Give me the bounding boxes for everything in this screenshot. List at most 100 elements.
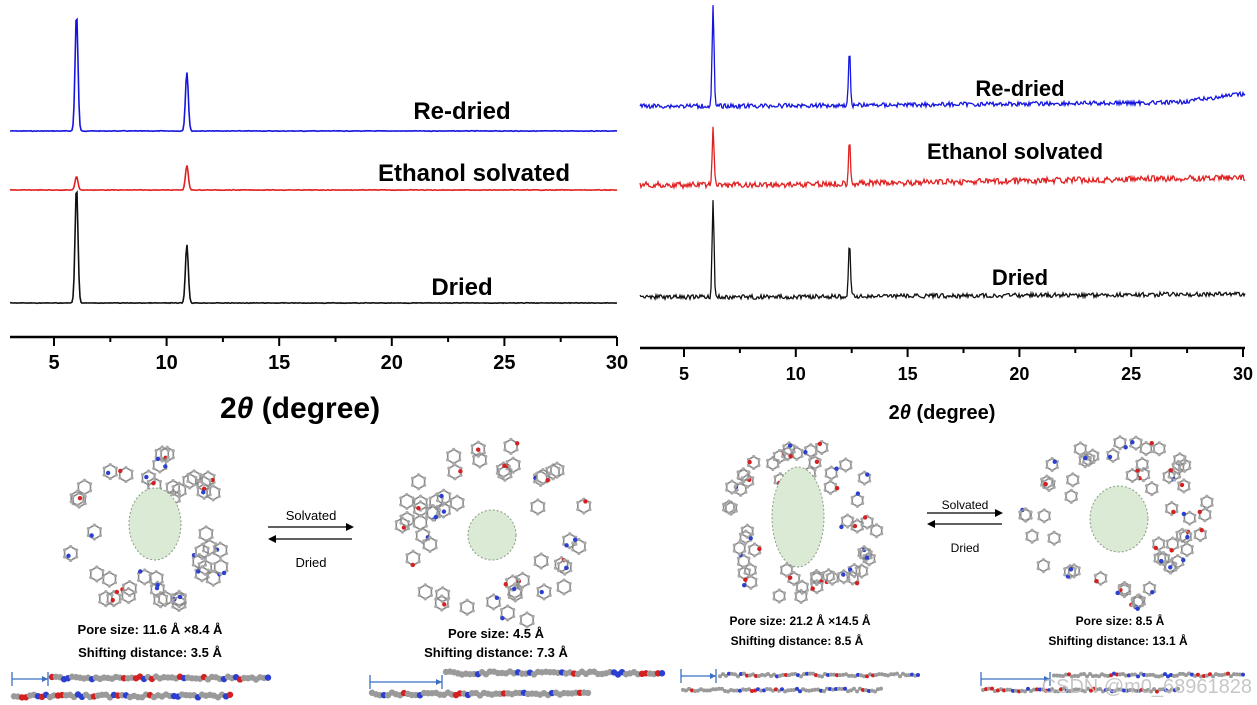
layer-atom [748,673,752,678]
carbon-atom [476,440,480,444]
layer-atom [820,674,824,679]
carbon-atom [1177,460,1181,464]
carbon-atom [1177,481,1181,485]
layer-atom [916,672,920,677]
carbon-atom [81,493,85,497]
carbon-atom [1141,479,1146,483]
oxygen-atom [810,586,815,591]
carbon-atom [1162,545,1166,549]
carbon-atom [1183,455,1187,459]
carbon-atom [1208,516,1212,520]
carbon-atom [746,463,751,468]
carbon-atom [113,581,118,585]
carbon-atom [799,600,803,604]
oxygen-atom [1135,468,1140,473]
layer-atom [690,688,694,693]
layer-atom [1190,672,1194,677]
carbon-atom [747,574,752,578]
layer-atom [1077,687,1081,692]
layer-atom [1017,689,1021,694]
carbon-atom [869,556,873,560]
carbon-atom [417,586,421,590]
nitrogen-atom [1130,440,1135,445]
carbon-atom [422,546,426,550]
layer-atom [1008,687,1012,692]
layer-atom [781,672,785,677]
layer-atom [1152,687,1156,692]
carbon-atom [459,466,463,470]
benzene-ring [1038,508,1051,523]
layer-atom [789,688,793,693]
carbon-atom [112,590,116,594]
carbon-atom [89,575,93,580]
layer-atom [798,689,802,694]
carbon-atom [1122,594,1126,599]
carbon-atom [219,558,223,562]
carbon-atom [1145,459,1149,464]
carbon-atom [1158,550,1162,554]
layer-atom [766,672,770,677]
carbon-atom [792,570,796,575]
nitrogen-atom [864,555,870,560]
oxygen-atom [862,515,868,520]
layer-atom [1020,688,1024,693]
carbon-atom [423,583,427,587]
pore-ellipse [771,466,825,568]
carbon-atom [1177,466,1181,470]
layer-atom [681,687,685,692]
layer-atom [816,687,820,692]
carbon-atom [446,458,450,462]
layer-atom [804,688,808,693]
layer-atom [1044,688,1048,693]
carbon-atom [512,607,516,612]
oxygen-atom [110,597,115,603]
carbon-atom [1156,553,1160,558]
layer-atom [751,672,755,677]
layer-atom [1232,672,1236,677]
carbon-atom [1157,548,1161,552]
carbon-atom [446,597,450,602]
carbon-atom [747,568,752,572]
carbon-atom [1113,444,1117,448]
carbon-atom [1076,475,1080,479]
carbon-atom [1092,454,1096,458]
layer-atom [1068,689,1072,694]
carbon-atom [809,455,813,459]
layer-atom [1193,673,1197,678]
carbon-atom [815,448,819,453]
carbon-atom [202,496,206,500]
layer-atom [1134,688,1138,693]
carbon-atom [752,542,757,546]
carbon-atom [837,572,841,576]
carbon-atom [823,488,827,492]
shifting-distance-caption: Shifting distance: 7.3 Å [424,645,568,660]
carbon-atom [512,614,516,619]
carbon-atom [744,490,748,494]
layer-atom [811,671,815,676]
carbon-atom [1165,545,1170,549]
layer-atom [777,688,781,693]
layer-atom [1098,686,1102,691]
carbon-atom [434,539,438,543]
carbon-atom [1142,583,1146,588]
carbon-atom [545,466,549,470]
arrow-label-solvated: Solvated [286,508,337,523]
layer-atom [892,672,896,677]
carbon-atom [203,572,207,576]
carbon-atom [800,454,804,458]
carbon-atom [1047,511,1052,515]
layer-atom [865,674,869,679]
carbon-atom [722,508,726,512]
carbon-atom [783,451,787,456]
carbon-atom [1099,582,1103,586]
carbon-atom [411,549,415,553]
carbon-atom [1176,565,1180,570]
carbon-atom [1174,568,1178,572]
carbon-atom [459,602,463,606]
carbon-atom [182,475,186,480]
carbon-atom [732,549,736,553]
layer-atom [1032,687,1036,692]
carbon-atom [152,476,156,480]
carbon-atom [507,471,512,476]
carbon-atom [1047,561,1051,565]
